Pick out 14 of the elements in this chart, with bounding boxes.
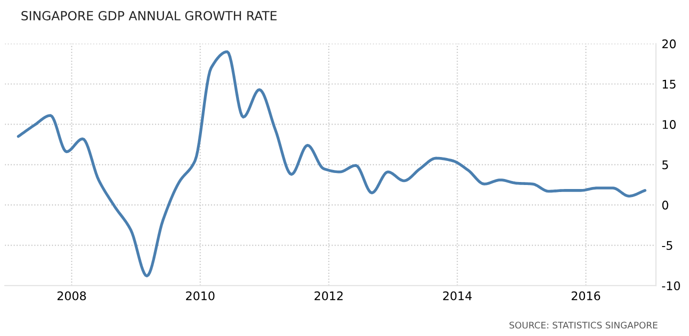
chart-title: SINGAPORE GDP ANNUAL GROWTH RATE	[21, 10, 277, 20]
y-tick-label: -5	[662, 241, 672, 250]
source-note: SOURCE: STATISTICS SINGAPORE	[510, 322, 658, 329]
x-tick-label: 2016	[572, 291, 600, 300]
y-tick-label: 20	[662, 39, 676, 48]
y-tick-label: 0	[662, 200, 668, 210]
x-tick-label: 2014	[443, 291, 472, 300]
y-tick-label: 5	[662, 160, 668, 170]
y-tick-label: 15	[662, 80, 676, 89]
x-tick-label: 2012	[314, 291, 343, 300]
y-tick-label: 10	[662, 120, 676, 129]
x-tick-label: 2010	[186, 291, 214, 300]
y-tick-label: -10	[662, 281, 680, 290]
x-tick-label: 2008	[58, 291, 86, 300]
